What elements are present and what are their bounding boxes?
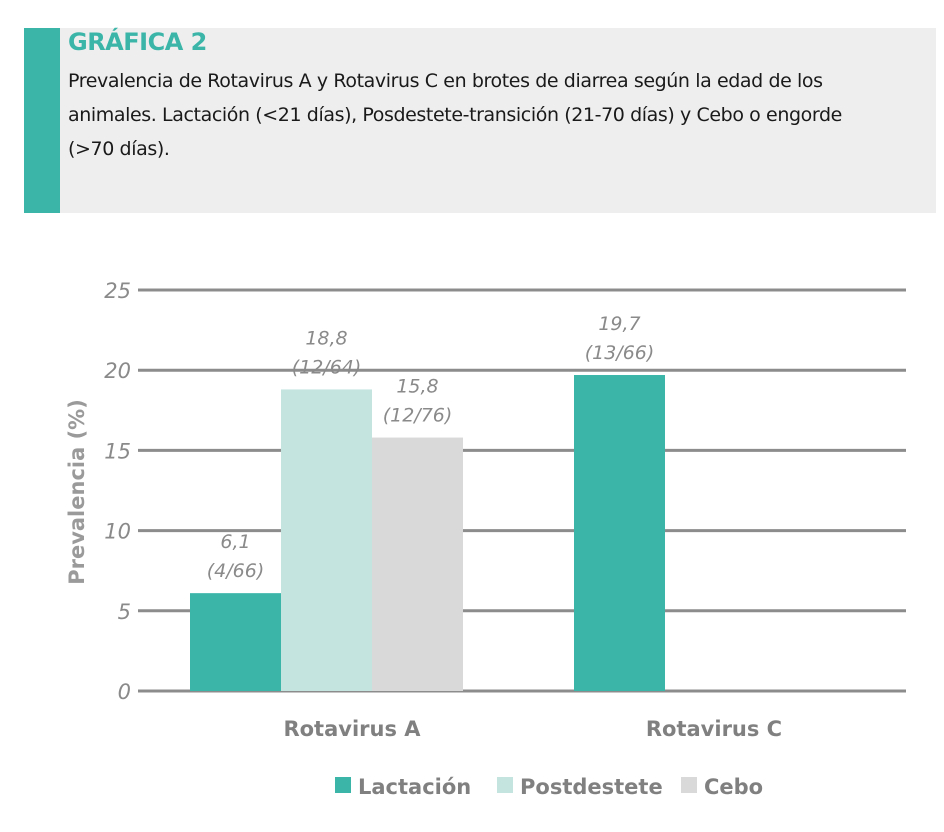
legend-swatch-lactación [335,777,351,793]
y-tick-label: 5 [118,600,131,624]
caption-box [24,28,936,213]
caption-accent-bar [24,28,60,213]
data-label-value: 19,7 [598,313,640,335]
figure-title: GRÁFICA 2 [68,28,207,56]
legend-label-cebo: Cebo [704,775,763,799]
y-tick-label: 10 [104,520,131,544]
x-category-label: Rotavirus A [283,717,421,741]
y-tick-label: 0 [118,680,131,704]
legend-label-lactación: Lactación [358,775,471,799]
x-category-label: Rotavirus C [646,717,782,741]
legend-label-postdestete: Postdestete [520,775,663,799]
data-label-value: 15,8 [396,376,438,398]
data-label-count: (12/64) [292,356,362,378]
bar-cebo-rotavirus-a [372,437,463,691]
data-label-count: (13/66) [585,342,655,364]
data-label-value: 6,1 [220,531,250,553]
bar-postdestete-rotavirus-a [281,389,372,691]
data-label-value: 18,8 [305,327,347,349]
data-label-count: (4/66) [207,560,265,582]
legend-swatch-cebo [681,777,697,793]
y-tick-label: 25 [104,279,131,303]
y-axis-title: Prevalencia (%) [65,399,89,585]
y-tick-label: 20 [104,359,131,383]
bar-lactación-rotavirus-a [190,593,281,691]
y-tick-label: 15 [104,439,131,463]
figure-caption: Prevalencia de Rotavirus A y Rotavirus C… [68,70,842,160]
legend-swatch-postdestete [497,777,513,793]
bar-lactación-rotavirus-c [574,375,665,691]
data-label-count: (12/76) [383,405,453,427]
